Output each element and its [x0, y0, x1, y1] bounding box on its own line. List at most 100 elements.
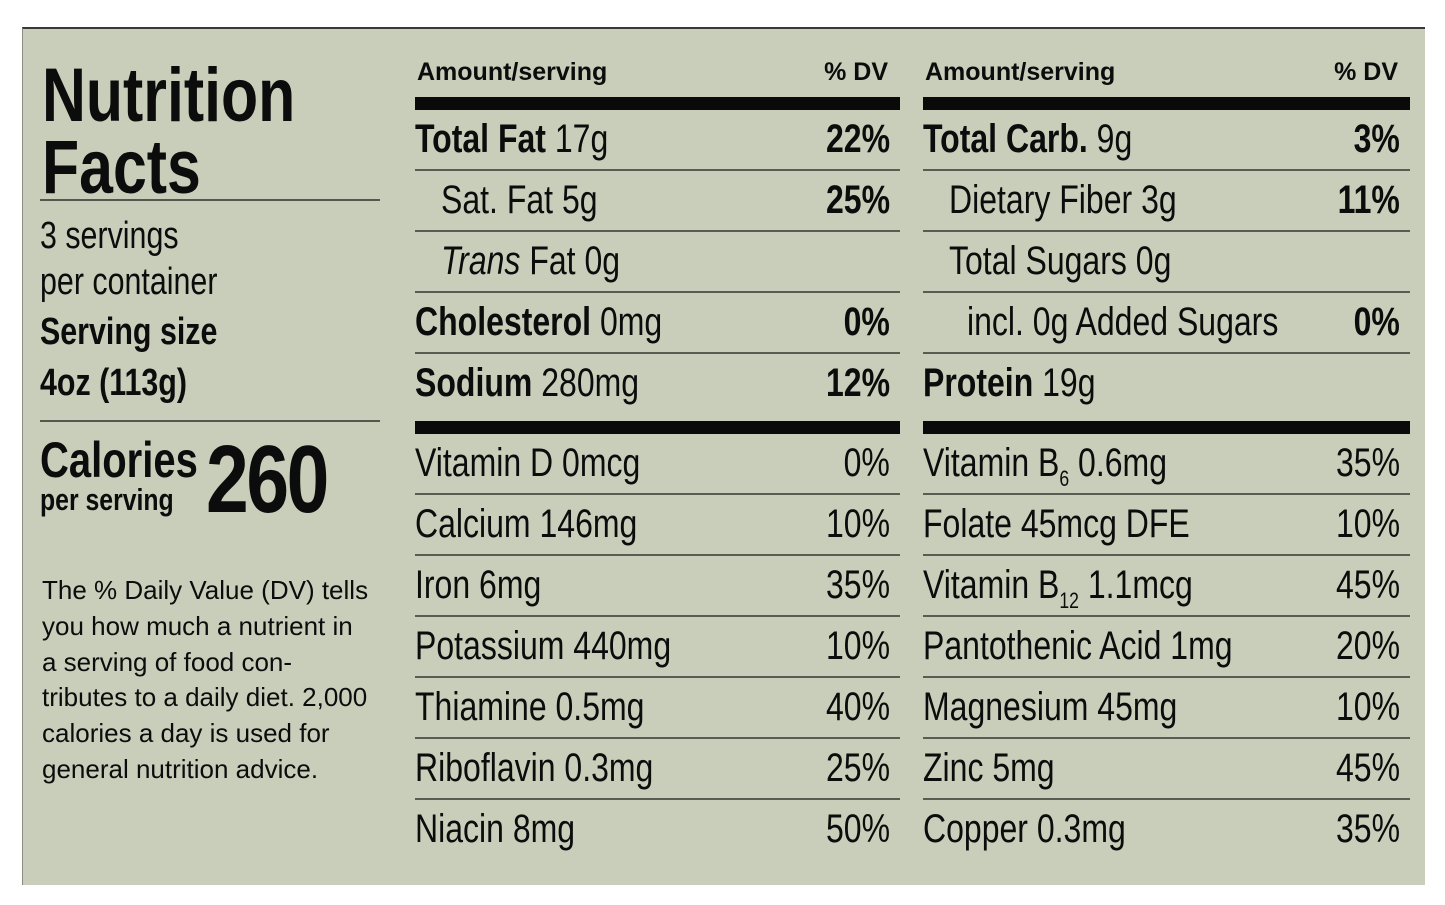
vitamin-dv: 10% [810, 617, 890, 676]
thick-divider [923, 421, 1410, 434]
dv-value: 35% [1335, 441, 1400, 485]
column-header: Amount/serving % DV [415, 56, 900, 97]
vitamin-label: Magnesium 45mg [923, 678, 1241, 737]
vitamin-dv: 10% [810, 495, 890, 554]
thick-divider [923, 97, 1410, 110]
vitamin-dv: 45% [1320, 739, 1400, 798]
vitamin-row: Iron 6mg 35% [415, 556, 900, 617]
vitamin-row: Potassium 440mg 10% [415, 617, 900, 678]
vitamin-name: Calcium 146mg [415, 502, 638, 546]
vitamin-label: Iron 6mg [415, 556, 573, 615]
nutrient-amount: 17g [554, 117, 609, 161]
nutrient-row: incl. 0g Added Sugars 0% [923, 293, 1410, 354]
vitamin-row: Niacin 8mg 50% [415, 800, 900, 859]
nutrient-amount: 9g [1096, 117, 1133, 161]
dv-value: 0% [843, 300, 890, 344]
vitamin-text: Magnesium 45mg [923, 678, 1177, 737]
vitamin-row: Vitamin B6 0.6mg 35% [923, 434, 1410, 495]
vitamin-row: Magnesium 45mg 10% [923, 678, 1410, 739]
vitamin-dv: 45% [1320, 556, 1400, 615]
title-line-1: Nutrition [42, 53, 296, 138]
dv-value: 20% [1335, 624, 1400, 668]
nutrient-name: Dietary Fiber [949, 178, 1133, 222]
vitamin-label: Vitamin D 0mcg [415, 434, 697, 493]
vitamin-text: Copper 0.3mg [923, 800, 1126, 859]
vitamin-text: Niacin 8mg [415, 800, 575, 859]
vitamin-name: Riboflavin 0.3mg [415, 746, 654, 790]
servings-line-1: 3 servings [40, 215, 179, 257]
dv-value: 35% [825, 563, 890, 607]
vitamin-label: Folate 45mcg DFE [923, 495, 1256, 554]
title-line-2: Facts [42, 125, 201, 210]
nutrient-dv: 12% [810, 354, 890, 413]
nutrient-text: incl. 0g Added Sugars [967, 293, 1278, 352]
vitamin-row: Copper 0.3mg 35% [923, 800, 1410, 859]
nutrient-label: Trans Fat 0g [441, 232, 665, 291]
nutrient-name: Cholesterol [415, 300, 592, 344]
nutrient-text: Cholesterol 0mg [415, 293, 662, 352]
dv-value: 40% [825, 685, 890, 729]
thick-divider [415, 97, 900, 110]
vitamin-text: Vitamin D 0mcg [415, 434, 640, 493]
vitamin-name: Vitamin B [923, 441, 1060, 485]
nutrient-text: Protein 19g [923, 354, 1096, 413]
nutrient-column-2: Amount/serving % DV Total Carb. 9g 3% Dietar… [923, 56, 1410, 859]
vitamin-text: Folate 45mcg DFE [923, 495, 1190, 554]
vitamin-row: Zinc 5mg 45% [923, 739, 1410, 800]
header-dv: % DV [824, 58, 888, 86]
thick-divider [415, 421, 900, 434]
vitamin-name: Iron 6mg [415, 563, 542, 607]
vitamin-name: Folate 45mcg DFE [923, 502, 1190, 546]
vitamin-dv: 0% [832, 434, 890, 493]
vitamin-row: Riboflavin 0.3mg 25% [415, 739, 900, 800]
serving-size-value: 4oz (113g) [40, 362, 187, 404]
vitamin-name: Magnesium 45mg [923, 685, 1178, 729]
vitamin-dv: 25% [810, 739, 890, 798]
nutrient-row: Total Carb. 9g 3% [923, 110, 1410, 171]
vitamin-dv: 40% [810, 678, 890, 737]
vitamin-name: Thiamine 0.5mg [415, 685, 645, 729]
vitamin-text: Potassium 440mg [415, 617, 671, 676]
calories-label: Calories [40, 432, 198, 488]
nutrient-amount: 0mg [599, 300, 663, 344]
nutrient-label: Protein 19g [923, 354, 1139, 413]
vitamin-dv: 50% [810, 800, 890, 859]
nutrient-amount: Fat 0g [529, 239, 621, 283]
vitamin-label: Vitamin B6 0.6mg [923, 434, 1228, 508]
calories-value: 260 [206, 426, 329, 533]
servings-line-2: per container [40, 261, 218, 303]
vitamin-row: Folate 45mcg DFE 10% [923, 495, 1410, 556]
vitamin-text: Iron 6mg [415, 556, 541, 615]
nutrient-label: Sodium 280mg [415, 354, 695, 413]
vitamin-subscript: 12 [1059, 588, 1079, 613]
nutrient-text: Dietary Fiber 3g [949, 171, 1177, 230]
vitamin-row: Vitamin D 0mcg 0% [415, 434, 900, 495]
vitamin-label: Pantothenic Acid 1mg [923, 617, 1310, 676]
dv-value: 0% [843, 441, 890, 485]
nutrient-column-1: Amount/serving % DV Total Fat 17g 22% Sat. F… [415, 56, 900, 859]
nutrient-label: Total Fat 17g [415, 110, 657, 169]
vitamin-dv: 35% [1320, 434, 1400, 493]
vitamin-label: Riboflavin 0.3mg [415, 739, 713, 798]
nutrient-row: Sat. Fat 5g 25% [415, 171, 900, 232]
dv-value: 25% [825, 178, 890, 222]
nutrient-row: Sodium 280mg 12% [415, 354, 900, 413]
nutrient-text: Trans Fat 0g [441, 232, 620, 291]
vitamin-label: Copper 0.3mg [923, 800, 1176, 859]
dv-value: 10% [825, 624, 890, 668]
calories-sub: per serving [40, 482, 174, 517]
dv-value: 22% [825, 117, 890, 161]
vitamin-text: Pantothenic Acid 1mg [923, 617, 1233, 676]
divider [40, 199, 380, 201]
nutrient-name: Total Sugars [949, 239, 1127, 283]
nutrient-text: Total Sugars 0g [949, 232, 1171, 291]
nutrient-row: Cholesterol 0mg 0% [415, 293, 900, 354]
vitamin-row: Calcium 146mg 10% [415, 495, 900, 556]
nutrient-name: Sat. Fat [441, 178, 554, 222]
nutrient-name: Trans [441, 239, 521, 283]
nutrient-row: Protein 19g [923, 354, 1410, 413]
vitamin-text: Vitamin B6 0.6mg [923, 434, 1167, 508]
nutrient-row: Total Sugars 0g [923, 232, 1410, 293]
nutrient-label: Sat. Fat 5g [441, 171, 637, 230]
header-amount: Amount/serving [925, 58, 1116, 86]
